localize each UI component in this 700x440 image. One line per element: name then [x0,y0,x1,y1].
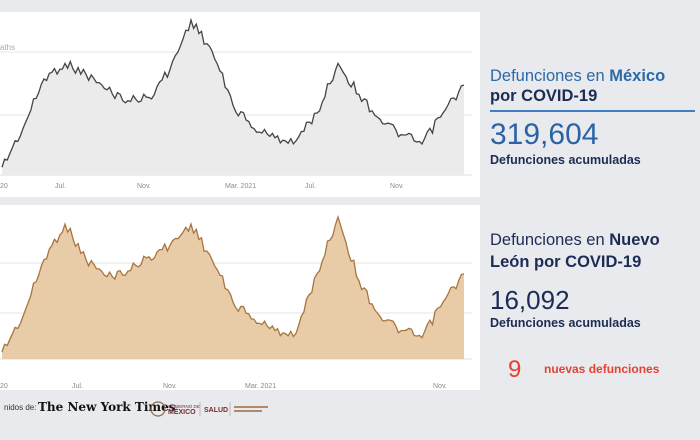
x-tick-label: Mar. 2021 [245,383,276,390]
nuevo-leon-chart-panel: 20 Jul. Nov. Mar. 2021 Nov. [0,205,480,390]
x-tick-label: Jul. [72,383,83,390]
y-axis-label: aths [0,43,15,52]
x-tick-label: Nov. [390,183,404,190]
nl-title-highlight: Nuevo [609,231,660,249]
nuevo-leon-total: 16,092 [490,285,570,315]
new-deaths-label: nuevas defunciones [544,362,660,376]
nuevo-leon-stats: Defunciones en Nuevo León por COVID-19 1… [490,229,695,330]
seal-icon [150,401,166,417]
source-footer: nidos de: The New York Times GOBIERNO DE… [0,398,480,420]
x-tick-label: Nov. [163,383,177,390]
x-tick-label: Nov. [137,183,151,190]
gob-label-top: GOBIERNO DE [168,404,200,409]
series-area [2,217,464,359]
mexico-stats: Defunciones en México por COVID-19 319,6… [490,66,695,167]
new-deaths-count: 9 [508,356,522,383]
mexico-chart: aths 20 Jul. Nov. Mar. 2021 Jul. Nov. [0,17,472,190]
mexico-total: 319,604 [490,118,599,151]
x-tick-label: Jul. [305,183,316,190]
new-deaths-row: 9 nuevas defunciones [508,356,698,383]
salud-label: SALUD [204,407,228,414]
mexico-title: Defunciones en México por COVID-19 [490,66,695,106]
source-prefix: nidos de: [4,403,37,412]
government-logos: GOBIERNO DE MÉXICO SALUD [150,401,268,417]
mexico-title-highlight: México [609,67,666,85]
mexico-chart-panel: aths 20 Jul. Nov. Mar. 2021 Jul. Nov. [0,12,480,197]
gob-label-main: MÉXICO [168,407,196,416]
nl-title-pre: Defunciones en [490,231,610,249]
x-tick-label: 20 [0,383,8,390]
x-tick-label: Jul. [55,183,66,190]
title-underline [490,110,695,112]
mexico-caption: Defunciones acumuladas [490,153,641,167]
series-area [2,20,464,175]
x-tick-label: Mar. 2021 [225,183,256,190]
x-tick-label: Nov. [433,383,447,390]
mexico-title-pre: Defunciones en [490,67,610,85]
mexico-title-line2: por COVID-19 [490,87,598,105]
nl-title-line2: León por COVID-19 [490,253,642,271]
nyt-logo: The New York Times [38,400,176,414]
nuevo-leon-title: Defunciones en Nuevo León por COVID-19 [490,229,695,273]
nuevo-leon-chart: 20 Jul. Nov. Mar. 2021 Nov. [0,214,472,390]
nuevo-leon-caption: Defunciones acumuladas [490,316,641,330]
x-tick-label: 20 [0,183,8,190]
